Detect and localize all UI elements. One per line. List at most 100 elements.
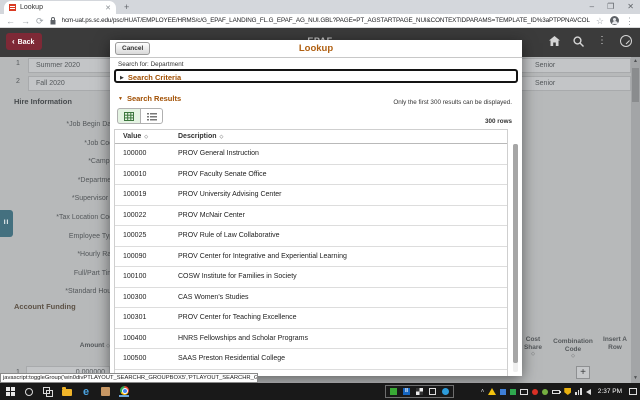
new-tab-button[interactable]: + [124,2,130,12]
search-results-toggle[interactable]: ▼ Search Results [118,88,181,106]
result-description[interactable]: PROV University Advising Center [178,191,282,199]
result-value[interactable]: 100400 [123,334,147,342]
forward-icon[interactable]: → [21,15,30,26]
bookmark-star-icon[interactable]: ☆ [595,15,604,26]
result-row[interactable]: 100010 PROV Faculty Senate Office [115,165,507,185]
search-criteria-toggle[interactable]: ▶ Search Criteria [114,69,518,83]
peoplesoft-page: ‹Back EPAF ⋮ 1 Summer 2020 Senior 2 Fall… [0,28,640,383]
field-label: *Job Code [84,139,117,147]
result-row[interactable]: 100400 HNRS Fellowships and Scholar Prog… [115,329,507,349]
result-row[interactable]: 100500 SAAS Preston Residential College [115,349,507,370]
result-description[interactable]: PROV Center for Integrative and Experien… [178,252,347,260]
result-description[interactable]: COSW Institute for Families in Society [178,273,297,281]
address-bar[interactable]: hcm-uat.ps.sc.edu/psc/HUAT/EMPLOYEE/HRMS… [61,17,590,24]
result-row[interactable]: 100301 PROV Center for Teaching Excellen… [115,308,507,329]
scroll-down-icon[interactable]: ▼ [633,375,638,381]
list-view-button[interactable] [140,108,163,124]
result-description[interactable]: SAAS Preston Residential College [178,355,286,363]
browser-profile-icon[interactable] [610,16,619,25]
result-row[interactable]: 100300 CAS Women's Studies [115,288,507,308]
results-body: 100000 PROV General Instruction 100010 P… [115,144,507,370]
page-scrollbar[interactable]: ▲ ▼ [631,57,640,383]
result-description[interactable]: PROV Faculty Senate Office [178,170,267,178]
result-value[interactable]: 100025 [123,232,147,240]
task-view-button[interactable] [43,386,53,397]
result-value[interactable]: 100100 [123,273,147,281]
action-center-icon[interactable] [629,388,637,395]
browser-tab[interactable]: Lookup ✕ [4,1,116,14]
cortana-button[interactable] [24,387,34,397]
network-icon[interactable] [575,388,582,395]
window-minimize-button[interactable]: – [589,2,595,11]
start-button[interactable] [5,387,15,397]
result-row[interactable]: 100025 PROV Rule of Law Collaborative [115,226,507,247]
app-icon-outline[interactable] [429,388,436,395]
scrollbar-thumb[interactable] [632,68,639,102]
store-button[interactable] [100,387,110,397]
result-value[interactable]: 100019 [123,191,147,199]
app-icon-pause[interactable]: II [403,388,410,395]
tray-icon-blue[interactable] [500,388,507,395]
result-value[interactable]: 100301 [123,314,147,322]
tray-expand-icon[interactable]: ˄ [480,388,485,395]
add-row-button[interactable]: + [576,366,590,379]
result-description[interactable]: PROV General Instruction [178,150,259,158]
result-description[interactable]: PROV Center for Teaching Excellence [178,314,297,322]
grid-view-button[interactable] [117,108,140,124]
modal-scrollbar-thumb[interactable] [513,144,518,363]
chrome-button[interactable] [119,385,129,397]
app-icon-green[interactable] [390,388,397,395]
description-column-header[interactable]: Description ◇ [178,133,224,140]
result-value[interactable]: 100000 [123,150,147,158]
back-icon[interactable]: ← [6,15,15,26]
expanded-arrow-icon: ▼ [118,96,123,102]
result-value[interactable]: 100010 [123,170,147,178]
home-icon[interactable] [549,36,560,46]
grid-view-icon [124,111,134,121]
result-value[interactable]: 100090 [123,252,147,260]
warning-icon[interactable] [488,388,497,395]
result-value[interactable]: 100300 [123,293,147,301]
result-description[interactable]: CAS Women's Studies [178,293,249,301]
navbar-icon[interactable] [620,35,632,47]
taskbar-clock[interactable]: 2:37 PM [597,388,622,395]
result-row[interactable]: 100022 PROV McNair Center [115,206,507,226]
tray-icon-red[interactable] [532,388,539,395]
display-icon[interactable] [520,388,529,395]
result-row[interactable]: 100100 COSW Institute for Families in So… [115,267,507,288]
app-icon-blue-dot[interactable] [442,388,449,395]
volume-icon[interactable] [585,388,591,395]
result-value[interactable]: 100500 [123,355,147,363]
result-row[interactable]: 100019 PROV University Advising Center [115,185,507,206]
result-row[interactable]: 100090 PROV Center for Integrative and E… [115,247,507,267]
tray-icon-green[interactable] [510,388,517,395]
pause-drawer-handle[interactable]: II [0,210,13,237]
actions-menu-icon[interactable]: ⋮ [597,35,607,46]
battery-icon[interactable] [552,389,562,394]
row-count: 300 rows [485,118,512,125]
file-explorer-button[interactable] [62,387,72,397]
value-column-header[interactable]: Value ◇ [123,133,149,140]
search-for-value: Department [150,61,184,68]
tab-close-icon[interactable]: ✕ [105,4,111,12]
tray-icon-green-circle[interactable] [542,388,549,395]
modal-scrollbar[interactable] [513,144,518,372]
search-icon[interactable] [573,35,584,47]
reload-icon[interactable]: ⟳ [36,15,44,26]
cost-share-column-header: Cost Share ◇ [519,336,547,359]
scroll-up-icon[interactable]: ▲ [633,58,638,64]
back-button[interactable]: ‹ Back [6,33,43,50]
result-description[interactable]: PROV McNair Center [178,211,245,219]
cancel-button[interactable]: Cancel [115,42,151,55]
edge-button[interactable]: e [81,386,91,397]
result-row[interactable]: 100000 PROV General Instruction [115,144,507,165]
result-value[interactable]: 100022 [123,211,147,219]
app-icon-checkered[interactable] [416,388,423,395]
browser-menu-icon[interactable]: ⋮ [625,15,634,26]
peoplesoft-favicon-icon [9,4,16,11]
window-restore-button[interactable]: ❐ [607,2,615,11]
security-shield-icon[interactable] [564,388,572,395]
result-description[interactable]: PROV Rule of Law Collaborative [178,232,280,240]
result-description[interactable]: HNRS Fellowships and Scholar Programs [178,334,308,342]
window-close-button[interactable]: ✕ [627,2,634,11]
